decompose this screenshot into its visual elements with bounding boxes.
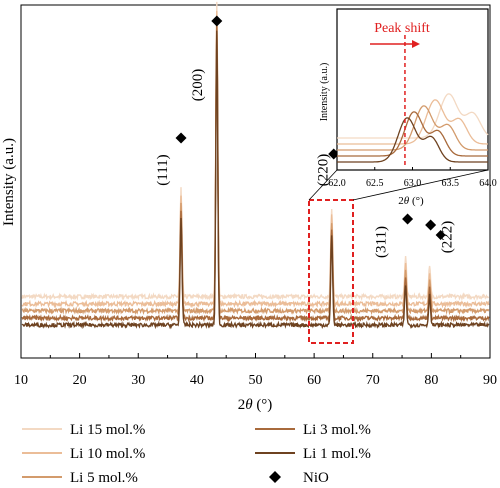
x-axis-ticks: 10 20 30 40 50 60 70 80 90 <box>14 353 497 388</box>
inset-x-tick-label: 63.5 <box>442 178 460 189</box>
x-axis-label: 2θ (°) <box>238 397 273 413</box>
legend-label: Li 1 mol.% <box>303 446 371 462</box>
peak-labels: (111) (200) (220) (311) (222) <box>155 69 456 258</box>
legend-label: Li 3 mol.% <box>303 422 371 438</box>
x-tick-label: 50 <box>249 373 263 388</box>
legend: Li 15 mol.% Li 10 mol.% Li 5 mol.% Li 3 mol… <box>22 422 371 486</box>
x-tick-label: 40 <box>190 373 204 388</box>
inset-x-axis-label: 2θ (°) <box>398 195 424 207</box>
legend-label: Li 15 mol.% <box>70 422 145 438</box>
nio-marker <box>435 230 446 240</box>
inset-x-tick-label: 64.0 <box>479 178 497 189</box>
inset-series-line-4 <box>337 111 488 157</box>
inset-series-layer <box>337 93 489 163</box>
x-tick-label: 80 <box>424 373 438 388</box>
inset-shift-arrowhead <box>412 40 420 48</box>
main-plot-area: 10 20 30 40 50 60 70 80 90 (111)(200)(220)(311)(… <box>1 1 497 413</box>
peak-label: (220) <box>316 154 332 187</box>
inset-series-line-5 <box>337 117 488 163</box>
y-axis-label: Intensity (a.u.) <box>1 138 17 226</box>
series-line-5 <box>21 30 490 330</box>
zoom-region-box <box>308 199 354 344</box>
series-line-1 <box>21 1 490 302</box>
nio-marker <box>211 15 223 27</box>
x-tick-label: 30 <box>131 373 145 388</box>
peak-label: (311) <box>374 226 390 258</box>
series-line-2 <box>21 10 490 309</box>
inset-x-tick-label: 62.5 <box>366 178 384 189</box>
legend-swatch-nio <box>269 471 281 483</box>
legend-label: Li 10 mol.% <box>70 446 145 462</box>
series-line-4 <box>21 26 490 323</box>
nio-marker <box>402 213 414 225</box>
inset-background <box>336 8 489 171</box>
inset-x-ticks: 62.0 62.5 63.0 63.5 64.0 <box>328 167 497 189</box>
inset-title: Peak shift <box>374 21 430 36</box>
x-tick-label: 10 <box>14 373 28 388</box>
inset-series-line-3 <box>337 105 488 151</box>
inset-series-line-1 <box>337 93 489 139</box>
nio-markers <box>175 15 446 240</box>
nio-marker <box>425 219 437 231</box>
x-tick-label: 90 <box>483 373 497 388</box>
peak-label: (222) <box>440 221 456 254</box>
inset-y-axis-label: Intensity (a.u.) <box>319 63 330 122</box>
x-tick-label: 20 <box>73 373 87 388</box>
x-tick-label: 70 <box>366 373 380 388</box>
nio-marker <box>175 132 187 144</box>
inset-x-tick-label: 63.0 <box>404 178 422 189</box>
legend-label: Li 5 mol.% <box>70 470 138 486</box>
x-tick-label: 60 <box>307 373 321 388</box>
inset-plot: Peak shift 62.0 62.5 63.0 63.5 64.0 Intensit… <box>319 8 497 207</box>
series-layer <box>21 1 490 330</box>
zoom-connector-left <box>308 169 338 201</box>
inset-x-tick-label: 62.0 <box>328 178 346 189</box>
series-line-3 <box>21 16 490 316</box>
inset-series-line-2 <box>337 99 488 145</box>
peak-label: (200) <box>190 69 206 102</box>
zoom-connector-right <box>352 169 489 201</box>
legend-label: NiO <box>303 470 329 486</box>
peak-label: (111) <box>155 154 171 185</box>
